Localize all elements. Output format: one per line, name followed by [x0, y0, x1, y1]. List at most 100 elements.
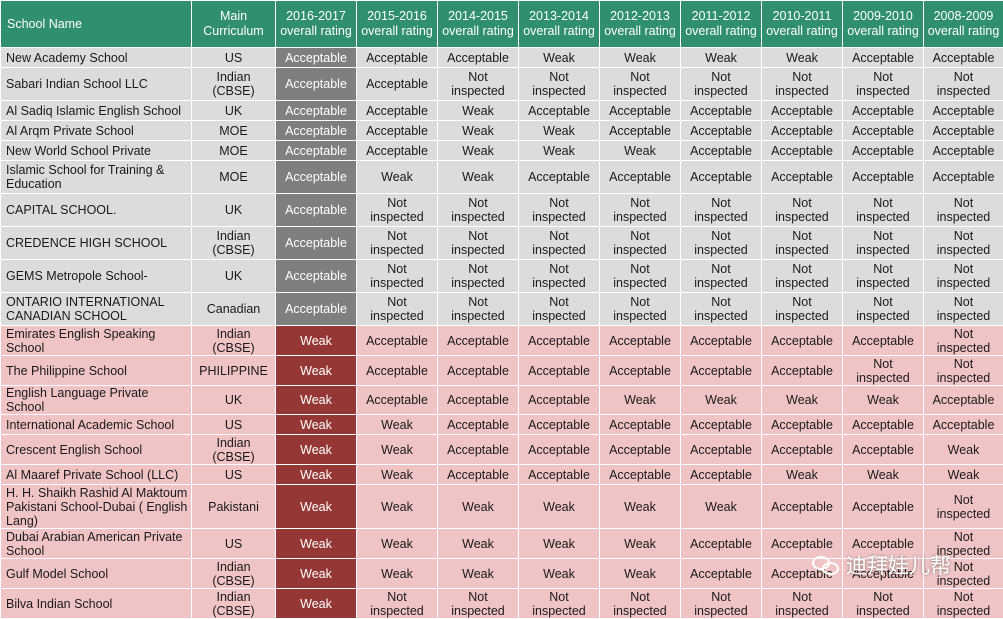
school-name-cell: Al Maaref Private School (LLC) [1, 465, 192, 485]
school-name-cell: Sabari Indian School LLC [1, 68, 192, 101]
curriculum-cell: Indian (CBSE) [192, 589, 276, 619]
rating-cell: Weak [357, 415, 438, 435]
rating-cell: Weak [438, 485, 519, 529]
rating-cell: Acceptable [762, 326, 843, 356]
school-name-cell: Emirates English Speaking School [1, 326, 192, 356]
rating-cell: Not inspected [600, 227, 681, 260]
rating-cell: Acceptable [276, 293, 357, 326]
rating-cell: Not inspected [519, 260, 600, 293]
rating-cell: Acceptable [681, 559, 762, 589]
rating-cell: Acceptable [276, 260, 357, 293]
curriculum-cell: Indian (CBSE) [192, 559, 276, 589]
rating-cell: Weak [357, 465, 438, 485]
rating-cell: Acceptable [843, 326, 924, 356]
rating-cell: Not inspected [762, 194, 843, 227]
rating-cell: Acceptable [843, 415, 924, 435]
rating-cell: Acceptable [357, 101, 438, 121]
rating-cell: Not inspected [924, 260, 1003, 293]
header-row: School Name Main Curriculum 2016-2017 ov… [1, 1, 1003, 48]
rating-cell: Weak [438, 559, 519, 589]
rating-cell: Acceptable [600, 161, 681, 194]
rating-cell: Not inspected [357, 293, 438, 326]
rating-cell: Acceptable [276, 161, 357, 194]
rating-cell: Weak [438, 101, 519, 121]
school-name-cell: Dubai Arabian American Private School [1, 529, 192, 559]
rating-cell: Acceptable [762, 559, 843, 589]
rating-cell: Acceptable [843, 121, 924, 141]
rating-cell: Acceptable [681, 356, 762, 386]
rating-cell: Not inspected [357, 589, 438, 619]
rating-cell: Weak [357, 435, 438, 465]
rating-cell: Acceptable [843, 141, 924, 161]
rating-cell: Weak [924, 465, 1003, 485]
curriculum-cell: US [192, 529, 276, 559]
rating-cell: Acceptable [681, 529, 762, 559]
rating-cell: Not inspected [843, 194, 924, 227]
rating-cell: Weak [357, 485, 438, 529]
rating-cell: Not inspected [600, 68, 681, 101]
rating-cell: Acceptable [924, 121, 1003, 141]
rating-cell: Acceptable [843, 485, 924, 529]
rating-cell: Not inspected [924, 293, 1003, 326]
rating-cell: Acceptable [843, 101, 924, 121]
rating-cell: Weak [600, 386, 681, 415]
rating-cell: Acceptable [924, 48, 1003, 68]
rating-cell: Not inspected [924, 194, 1003, 227]
rating-cell: Not inspected [762, 293, 843, 326]
table-row: H. H. Shaikh Rashid Al Maktoum Pakistani… [1, 485, 1003, 529]
rating-cell: Not inspected [600, 293, 681, 326]
rating-cell: Weak [519, 559, 600, 589]
rating-cell: Weak [762, 48, 843, 68]
curriculum-cell: US [192, 465, 276, 485]
rating-cell: Weak [276, 589, 357, 619]
rating-cell: Weak [924, 435, 1003, 465]
rating-cell: Weak [276, 559, 357, 589]
rating-cell: Acceptable [519, 326, 600, 356]
rating-cell: Acceptable [357, 356, 438, 386]
rating-cell: Acceptable [357, 326, 438, 356]
rating-cell: Not inspected [681, 260, 762, 293]
rating-cell: Weak [519, 48, 600, 68]
rating-cell: Acceptable [519, 435, 600, 465]
rating-cell: Acceptable [276, 48, 357, 68]
rating-cell: Not inspected [438, 589, 519, 619]
rating-cell: Not inspected [438, 194, 519, 227]
curriculum-cell: PHILIPPINE [192, 356, 276, 386]
rating-cell: Acceptable [762, 161, 843, 194]
rating-cell: Not inspected [438, 227, 519, 260]
curriculum-cell: Indian (CBSE) [192, 68, 276, 101]
rating-cell: Not inspected [924, 559, 1003, 589]
header-year: 2012-2013 overall rating [600, 1, 681, 48]
rating-cell: Acceptable [924, 161, 1003, 194]
rating-cell: Weak [438, 121, 519, 141]
rating-cell: Not inspected [438, 260, 519, 293]
rating-cell: Not inspected [519, 68, 600, 101]
rating-cell: Weak [762, 386, 843, 415]
rating-cell: Acceptable [438, 326, 519, 356]
rating-cell: Acceptable [276, 141, 357, 161]
rating-cell: Acceptable [600, 326, 681, 356]
rating-cell: Weak [519, 141, 600, 161]
rating-cell: Acceptable [762, 435, 843, 465]
school-name-cell: CAPITAL SCHOOL. [1, 194, 192, 227]
rating-cell: Weak [519, 529, 600, 559]
rating-cell: Acceptable [438, 415, 519, 435]
rating-cell: Weak [843, 386, 924, 415]
rating-cell: Weak [438, 141, 519, 161]
header-year: 2011-2012 overall rating [681, 1, 762, 48]
rating-cell: Acceptable [843, 435, 924, 465]
rating-cell: Weak [438, 529, 519, 559]
school-name-cell: New World School Private [1, 141, 192, 161]
school-name-cell: H. H. Shaikh Rashid Al Maktoum Pakistani… [1, 485, 192, 529]
curriculum-cell: Indian (CBSE) [192, 227, 276, 260]
rating-cell: Not inspected [681, 68, 762, 101]
rating-cell: Acceptable [924, 141, 1003, 161]
rating-cell: Weak [438, 161, 519, 194]
rating-cell: Acceptable [600, 435, 681, 465]
rating-cell: Not inspected [519, 293, 600, 326]
